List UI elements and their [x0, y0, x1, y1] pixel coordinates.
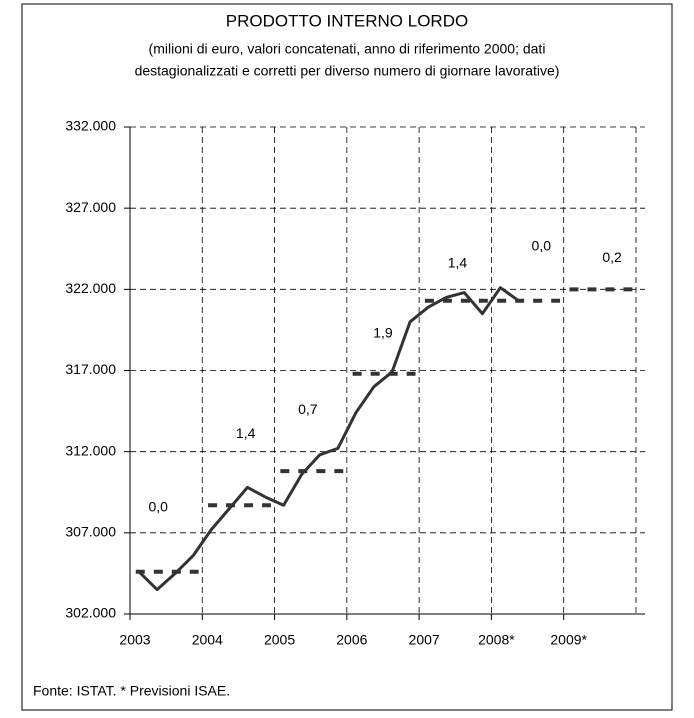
growth-label: 0,0 — [532, 237, 552, 253]
growth-label: 1,4 — [448, 254, 468, 270]
growth-label: 0,0 — [148, 498, 168, 514]
growth-label: 1,4 — [236, 425, 256, 441]
y-tick-label: 307.000 — [65, 524, 116, 540]
y-tick-label: 332.000 — [65, 118, 116, 134]
x-tick-label: 2009* — [550, 632, 587, 648]
y-tick-label: 322.000 — [65, 280, 116, 296]
y-tick-label: 317.000 — [65, 361, 116, 377]
subtitle: destagionalizzati e corretti per diverso… — [135, 63, 560, 79]
x-tick-label: 2004 — [192, 632, 223, 648]
quarterly-line — [137, 286, 520, 592]
y-tick-label: 312.000 — [65, 442, 116, 458]
y-tick-label: 302.000 — [65, 605, 116, 621]
subtitle: (milioni di euro, valori concatenati, an… — [149, 41, 546, 57]
y-tick-label: 327.000 — [65, 199, 116, 215]
x-tick-label: 2003 — [119, 632, 150, 648]
x-tick-label: 2005 — [264, 632, 295, 648]
x-tick-label: 2006 — [336, 632, 367, 648]
growth-label: 1,9 — [373, 324, 393, 340]
source: Fonte: ISTAT. * Previsioni ISAE. — [33, 683, 230, 699]
growth-label: 0,2 — [602, 249, 622, 265]
chart-title: PRODOTTO INTERNO LORDO — [226, 11, 468, 30]
frame — [21, 3, 673, 711]
x-tick-label: 2008* — [478, 632, 515, 648]
growth-label: 0,7 — [298, 401, 318, 417]
x-tick-label: 2007 — [409, 632, 440, 648]
